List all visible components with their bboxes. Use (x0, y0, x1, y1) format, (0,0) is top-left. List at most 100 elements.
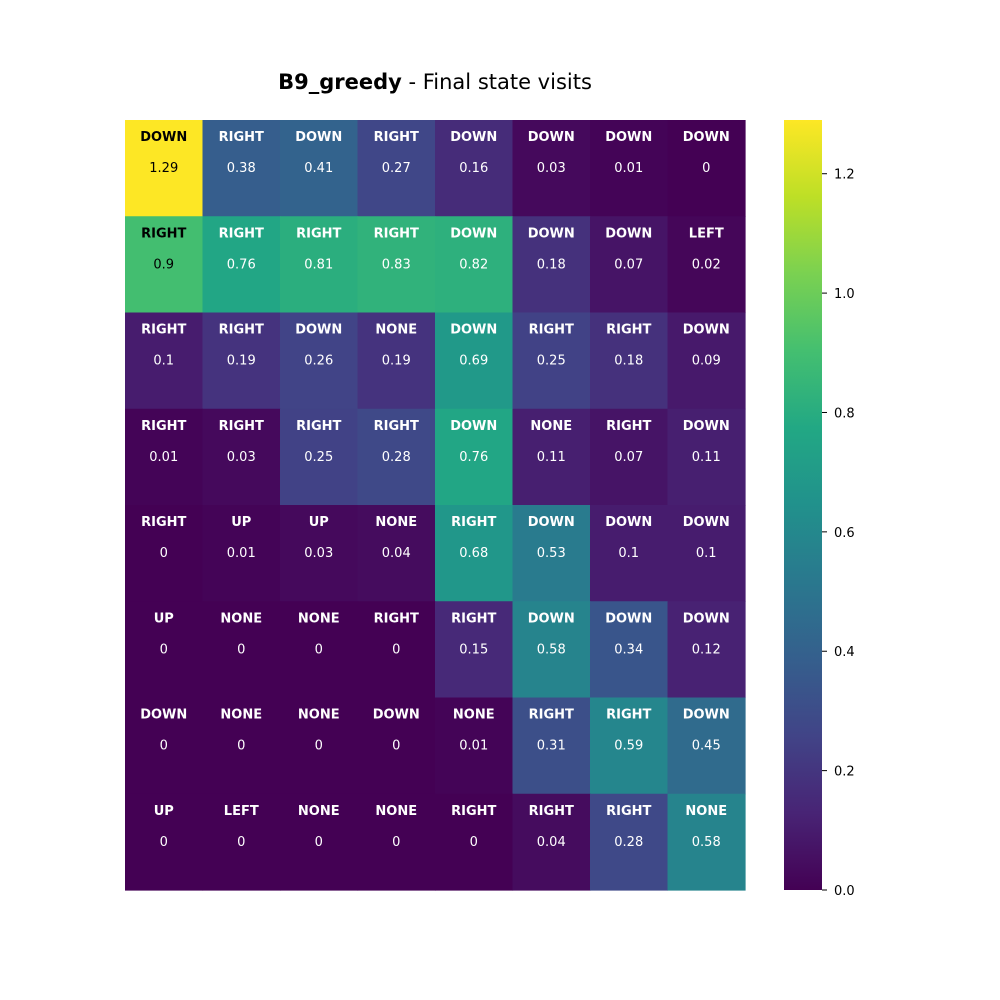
cell-action-label: NONE (375, 804, 417, 819)
cell-value-label: 0.01 (459, 739, 488, 754)
cell-value-label: 0.41 (304, 161, 333, 176)
heatmap-cell (357, 120, 436, 217)
cell-value-label: 0.31 (537, 739, 566, 754)
cell-value-label: 0.1 (153, 354, 174, 369)
cell-action-label: RIGHT (529, 708, 574, 723)
heatmap-cell (357, 408, 436, 506)
cell-action-label: NONE (298, 708, 340, 723)
cell-action-label: RIGHT (606, 708, 651, 723)
heatmap-cell (280, 120, 359, 217)
cell-value-label: 0.34 (614, 642, 643, 657)
cell-value-label: 0.26 (304, 354, 333, 369)
cell-value-label: 0.1 (696, 546, 717, 561)
cell-value-label: 0 (315, 835, 323, 850)
cell-value-label: 0.9 (153, 257, 174, 272)
cell-value-label: 0 (237, 835, 245, 850)
heatmap-cell (590, 793, 669, 891)
cell-value-label: 0.59 (614, 739, 643, 754)
cell-value-label: 0 (315, 739, 323, 754)
cell-action-label: DOWN (450, 130, 497, 145)
chart-title: B9_greedy - Final state visits (125, 70, 745, 94)
cell-action-label: DOWN (605, 130, 652, 145)
cell-value-label: 0.18 (537, 257, 566, 272)
cell-action-label: NONE (453, 708, 495, 723)
cell-value-label: 0.11 (537, 450, 566, 465)
cell-action-label: NONE (298, 611, 340, 626)
cell-value-label: 0.58 (692, 835, 721, 850)
heatmap-cell (280, 216, 359, 314)
cell-value-label: 0.68 (459, 546, 488, 561)
cell-value-label: 0.15 (459, 642, 488, 657)
cell-action-label: RIGHT (296, 419, 341, 434)
cell-value-label: 0.82 (459, 257, 488, 272)
cell-value-label: 0.03 (227, 450, 256, 465)
cell-action-label: DOWN (295, 323, 342, 338)
cell-value-label: 0 (470, 835, 478, 850)
cell-action-label: DOWN (683, 708, 730, 723)
cell-action-label: DOWN (295, 130, 342, 145)
cell-action-label: NONE (220, 708, 262, 723)
cell-action-label: DOWN (683, 611, 730, 626)
cell-value-label: 0.25 (304, 450, 333, 465)
heatmap-cell (435, 216, 514, 314)
heatmap-cell (280, 505, 359, 602)
cell-value-label: 0 (237, 642, 245, 657)
cell-action-label: DOWN (450, 323, 497, 338)
heatmap-cell (280, 312, 359, 410)
heatmap-cell (512, 697, 591, 795)
heatmap-cell (512, 505, 591, 602)
cell-action-label: UP (309, 515, 329, 530)
cell-value-label: 0 (392, 642, 400, 657)
cell-action-label: RIGHT (606, 419, 651, 434)
heatmap-cell (357, 216, 436, 314)
heatmap-cell (280, 408, 359, 506)
colorbar-tick-label: 1.2 (834, 168, 855, 183)
cell-value-label: 0.69 (459, 354, 488, 369)
cell-action-label: RIGHT (141, 323, 186, 338)
heatmap-cell (667, 601, 746, 699)
cell-action-label: DOWN (140, 130, 187, 145)
heatmap-cell (667, 505, 746, 602)
heatmap-cell (590, 408, 669, 506)
heatmap-cell (202, 408, 281, 506)
cell-value-label: 0.09 (692, 354, 721, 369)
cell-value-label: 0.25 (537, 354, 566, 369)
heatmap-cell (202, 793, 281, 891)
cell-value-label: 0.38 (227, 161, 256, 176)
cell-value-label: 0.83 (382, 257, 411, 272)
cell-value-label: 0.28 (614, 835, 643, 850)
heatmap-cell (512, 312, 591, 410)
cell-value-label: 0.76 (459, 450, 488, 465)
heatmap-cell (202, 601, 281, 699)
cell-action-label: UP (154, 611, 174, 626)
cell-action-label: LEFT (689, 226, 724, 241)
heatmap-cell (667, 312, 746, 410)
cell-action-label: NONE (220, 611, 262, 626)
cell-action-label: RIGHT (219, 130, 264, 145)
colorbar-tick-label: 0.2 (834, 765, 855, 780)
cell-action-label: NONE (298, 804, 340, 819)
cell-value-label: 0 (160, 642, 168, 657)
cell-action-label: RIGHT (219, 419, 264, 434)
cell-action-label: RIGHT (606, 323, 651, 338)
chart-title-rest: - Final state visits (401, 70, 592, 94)
heatmap-cell (435, 120, 514, 217)
cell-action-label: RIGHT (296, 226, 341, 241)
colorbar-tick-label: 0.6 (834, 526, 855, 541)
cell-action-label: RIGHT (529, 804, 574, 819)
cell-action-label: NONE (375, 323, 417, 338)
cell-action-label: DOWN (683, 130, 730, 145)
cell-action-label: NONE (530, 419, 572, 434)
cell-value-label: 0.07 (614, 450, 643, 465)
cell-value-label: 0.27 (382, 161, 411, 176)
heatmap-cell (357, 312, 436, 410)
heatmap-cell (590, 120, 669, 217)
cell-value-label: 0.04 (537, 835, 566, 850)
cell-value-label: 0.19 (227, 354, 256, 369)
cell-value-label: 0.1 (618, 546, 639, 561)
cell-value-label: 0.07 (614, 257, 643, 272)
cell-value-label: 0.12 (692, 642, 721, 657)
heatmap-cell (435, 697, 514, 795)
heatmap-cell (667, 120, 746, 217)
